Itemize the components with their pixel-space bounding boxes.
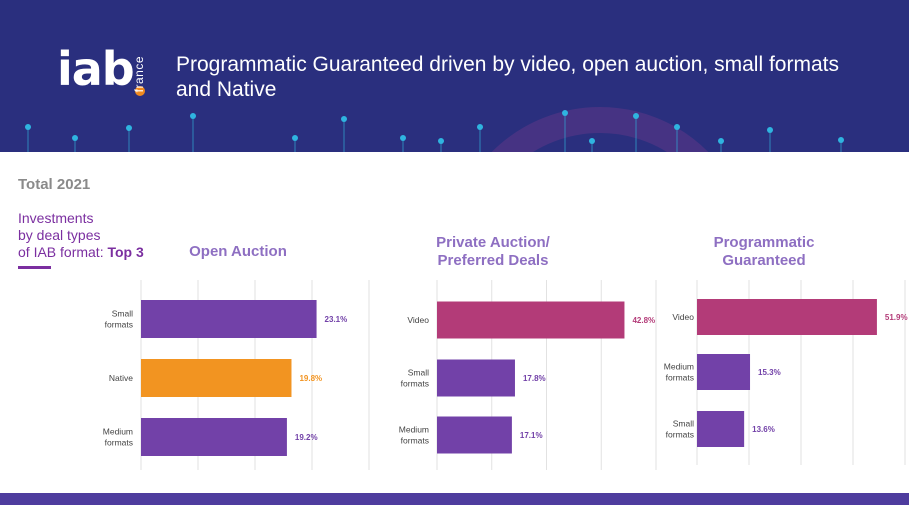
category-label: formats bbox=[105, 320, 133, 330]
chart-title-programmatic-guaranteed: Programmatic Guaranteed bbox=[713, 234, 815, 269]
subtitle-line3-prefix: of IAB format: bbox=[18, 244, 108, 260]
category-label: formats bbox=[666, 373, 694, 383]
subtitle: Investments by deal types of IAB format:… bbox=[18, 210, 144, 261]
bar bbox=[437, 416, 512, 454]
category-label: Medium bbox=[103, 427, 133, 437]
category-label: Medium bbox=[664, 362, 694, 372]
bar bbox=[437, 301, 625, 339]
category-label: Small bbox=[408, 368, 429, 378]
data-label: 23.1% bbox=[325, 315, 348, 324]
subtitle-line2: by deal types bbox=[18, 227, 101, 243]
category-label: Native bbox=[109, 373, 133, 383]
subtitle-line1: Investments bbox=[18, 210, 94, 226]
data-label: 51.9% bbox=[885, 313, 908, 322]
data-label: 19.2% bbox=[295, 433, 318, 442]
data-label: 19.8% bbox=[299, 374, 322, 383]
category-label: Small bbox=[673, 419, 694, 429]
category-label: formats bbox=[401, 379, 429, 389]
category-label: Medium bbox=[399, 425, 429, 435]
category-label: Small bbox=[112, 309, 133, 319]
subtitle-line3: of IAB format: Top 3 bbox=[18, 244, 144, 261]
bar bbox=[141, 359, 292, 397]
bar bbox=[437, 359, 515, 397]
bar bbox=[697, 299, 877, 335]
total-label: Total 2021 bbox=[18, 176, 91, 193]
bar bbox=[697, 354, 751, 390]
category-label: Video bbox=[672, 312, 694, 322]
page-title: Programmatic Guaranteed driven by video,… bbox=[176, 53, 839, 101]
bar bbox=[697, 411, 745, 447]
header-decoration bbox=[25, 107, 844, 152]
bottom-bar bbox=[0, 493, 909, 505]
category-label: formats bbox=[401, 436, 429, 446]
data-label: 42.8% bbox=[632, 316, 655, 325]
iab-logo: iab bbox=[57, 42, 135, 96]
category-label: Video bbox=[407, 315, 429, 325]
data-label: 17.1% bbox=[520, 431, 543, 440]
logo-dot bbox=[135, 86, 145, 96]
data-label: 17.8% bbox=[523, 374, 546, 383]
chart-title-open-auction: Open Auction bbox=[189, 243, 287, 260]
bar bbox=[141, 418, 287, 456]
subtitle-underline bbox=[18, 266, 51, 269]
subtitle-line3-bold: Top 3 bbox=[107, 244, 144, 260]
data-label: 15.3% bbox=[758, 368, 781, 377]
data-label: 13.6% bbox=[752, 425, 775, 434]
chart-title-private-auction: Private Auction/ Preferred Deals bbox=[436, 234, 550, 269]
bar bbox=[141, 300, 317, 338]
header-banner: iab france Programmatic Guaranteed drive… bbox=[0, 0, 909, 152]
category-label: formats bbox=[666, 430, 694, 440]
category-label: formats bbox=[105, 438, 133, 448]
